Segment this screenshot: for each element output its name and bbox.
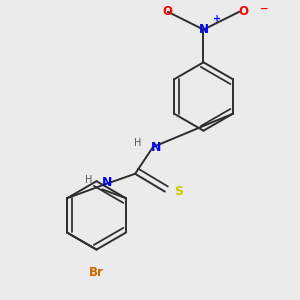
Text: H: H [85, 175, 93, 185]
Text: N: N [102, 176, 112, 189]
Text: S: S [174, 185, 183, 198]
Text: N: N [199, 23, 208, 36]
Text: −: − [260, 4, 269, 14]
Text: Br: Br [89, 266, 104, 279]
Text: O: O [238, 5, 249, 18]
Text: O: O [163, 5, 173, 18]
Text: N: N [151, 140, 161, 154]
Text: H: H [134, 138, 142, 148]
Text: +: + [213, 14, 221, 24]
